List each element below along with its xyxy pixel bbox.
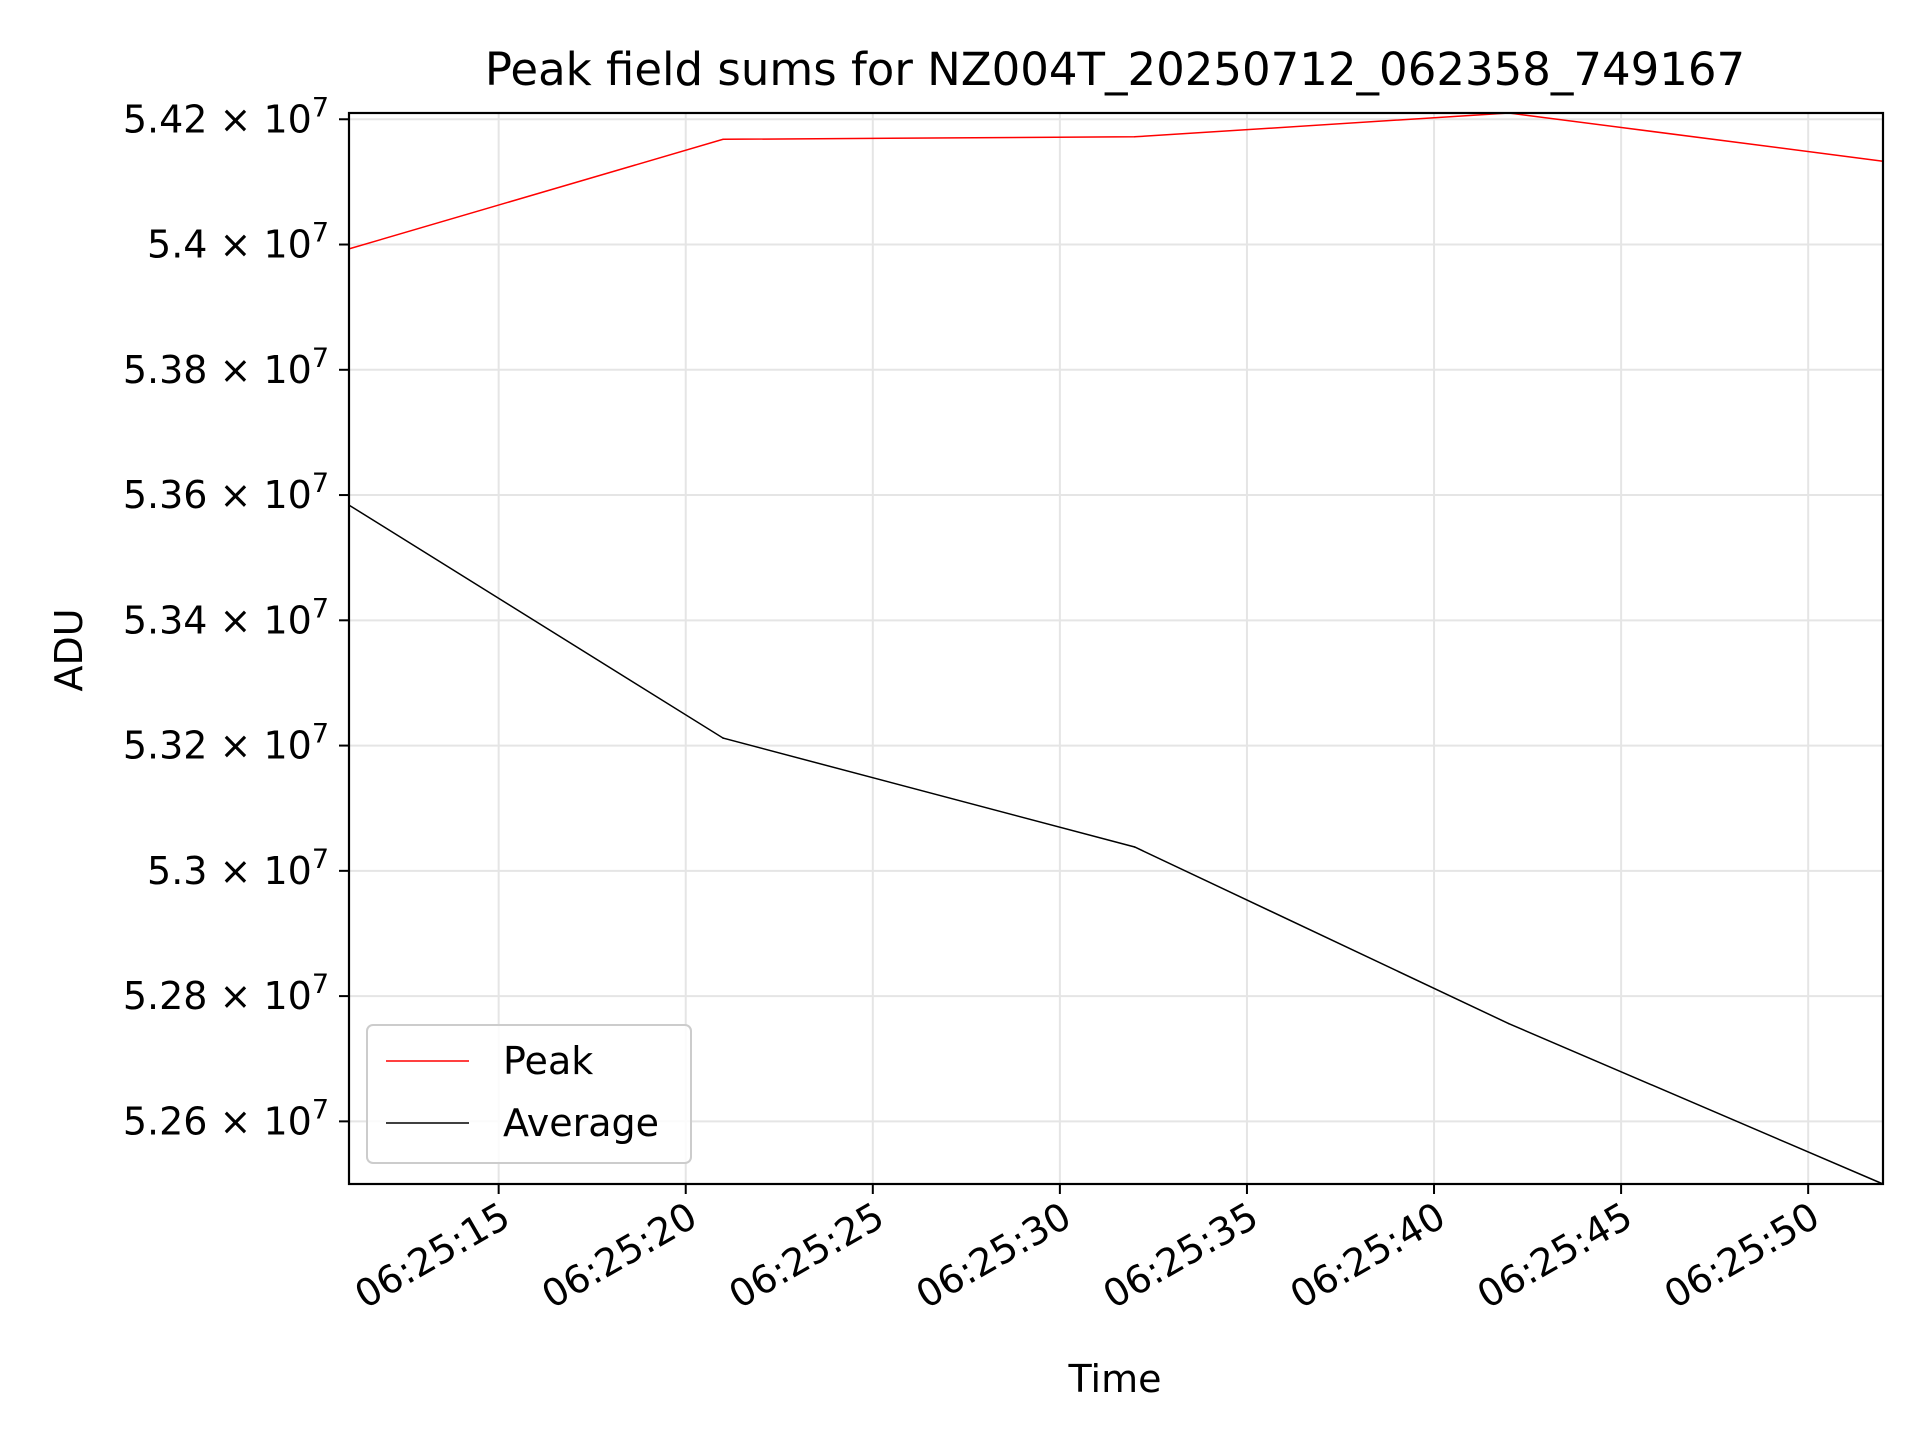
y-tick-label: 5.36 × 107: [123, 468, 329, 517]
x-tick-label: 06:25:40: [1283, 1194, 1453, 1317]
plot-series: [348, 112, 1884, 1185]
legend-label-peak: Peak: [503, 1039, 593, 1083]
x-axis-label: Time: [1068, 1357, 1162, 1401]
y-axis-ticks: 5.26 × 107 5.28 × 107 5.3 × 107 5.32 × 107 5…: [123, 92, 349, 1143]
data-point-average: [722, 737, 724, 739]
x-tick-label: 06:25:25: [721, 1194, 891, 1317]
y-tick-label: 5.28 × 107: [123, 969, 329, 1018]
data-point-peak: [1133, 136, 1136, 138]
y-axis-label: ADU: [47, 608, 91, 691]
axes-frame: [347, 111, 1885, 1186]
x-axis-ticks: 06:25:15 06:25:20 06:25:25 06:25:30 06:25:35…: [347, 1184, 1827, 1317]
y-tick-label: 5.4 × 107: [147, 218, 329, 267]
series-line-peak: [348, 112, 1884, 250]
data-point-average: [1133, 846, 1136, 848]
y-tick-label: 5.38 × 107: [123, 343, 329, 392]
x-tick-label: 06:25:20: [534, 1194, 704, 1317]
data-point-peak: [722, 138, 724, 141]
y-tick-label: 5.26 × 107: [123, 1094, 329, 1143]
y-tick-label: 5.32 × 107: [123, 719, 329, 768]
x-tick-label: 06:25:45: [1470, 1194, 1640, 1317]
chart-title: Peak field sums for NZ004T_20250712_0623…: [485, 43, 1745, 96]
x-tick-label: 06:25:15: [347, 1194, 517, 1317]
y-tick-label: 5.3 × 107: [147, 844, 329, 893]
y-tick-label: 5.42 × 107: [123, 92, 329, 141]
grid-lines: [349, 113, 1883, 1184]
x-tick-label: 06:25:35: [1096, 1194, 1266, 1317]
legend-label-average: Average: [503, 1101, 659, 1145]
x-tick-label: 06:25:50: [1657, 1194, 1827, 1317]
legend-frame: [366, 1024, 692, 1164]
legend: Peak Average: [366, 1024, 692, 1164]
x-tick-label: 06:25:30: [909, 1194, 1079, 1317]
data-point-average: [1508, 1022, 1510, 1025]
y-tick-label: 5.34 × 107: [123, 593, 329, 642]
